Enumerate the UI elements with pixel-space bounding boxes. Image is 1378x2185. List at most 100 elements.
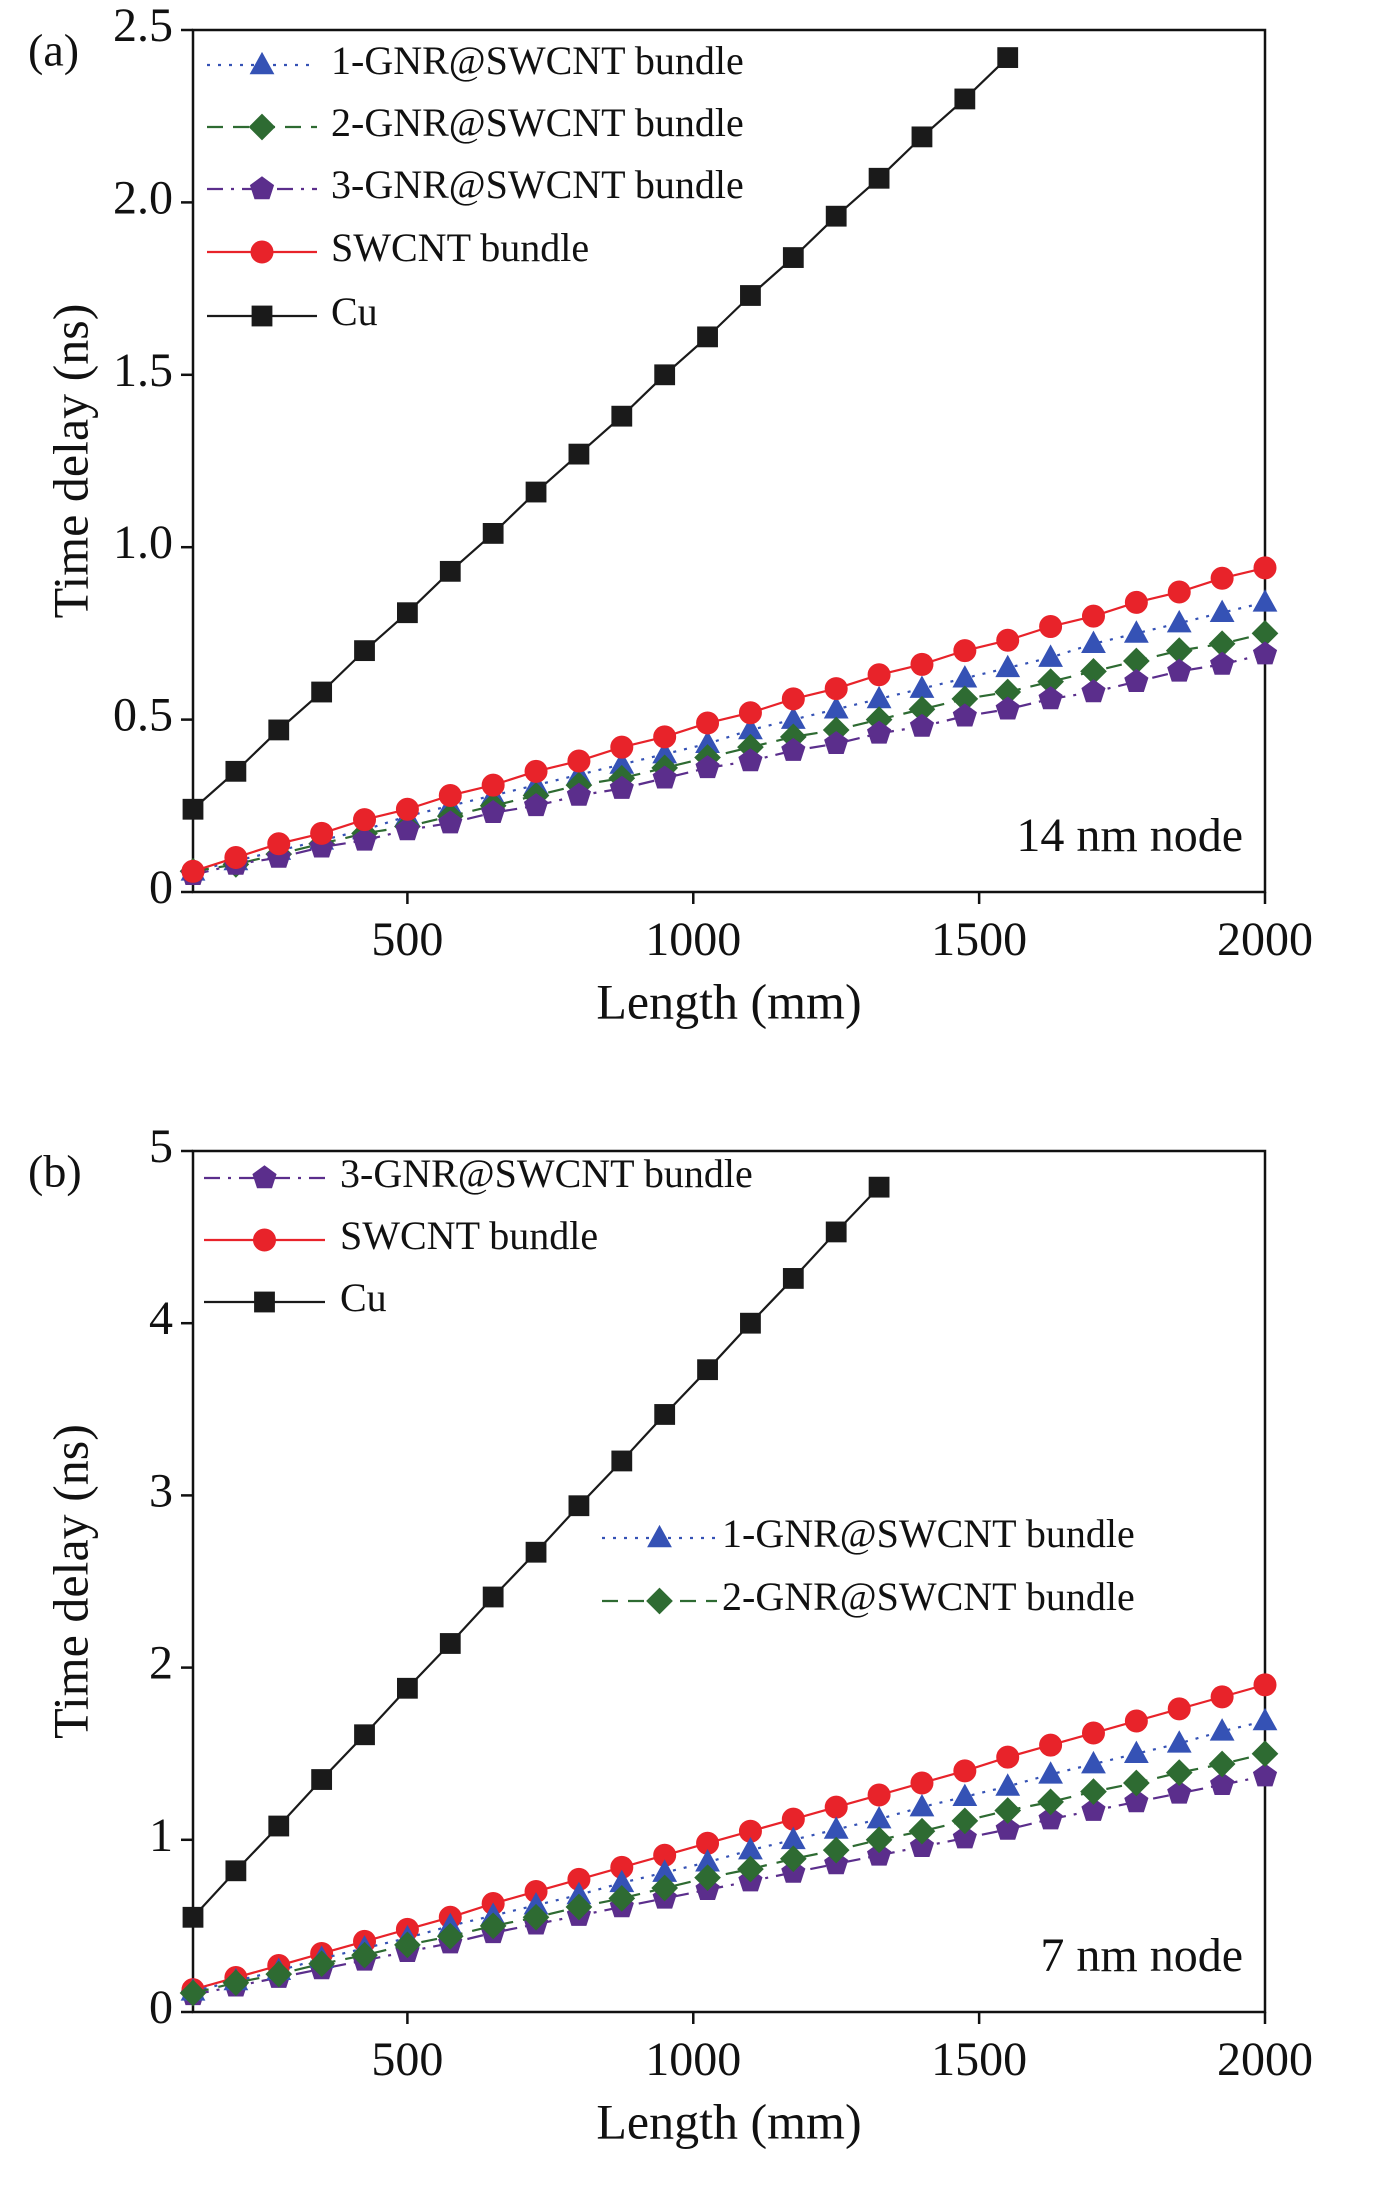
marker bbox=[1252, 1763, 1278, 1787]
legend-label: SWCNT bundle bbox=[331, 225, 589, 270]
legend-marker bbox=[647, 1524, 672, 1548]
marker bbox=[525, 1541, 547, 1563]
legend-label: 2-GNR@SWCNT bundle bbox=[722, 1574, 1135, 1619]
marker bbox=[909, 1833, 935, 1857]
x-axis-label: Length (mm) bbox=[596, 2093, 861, 2149]
marker bbox=[395, 817, 420, 841]
marker bbox=[1210, 651, 1235, 675]
y-tick-label: 1.5 bbox=[113, 344, 173, 397]
marker bbox=[953, 639, 977, 663]
marker bbox=[1209, 599, 1235, 623]
annotation: 14 nm node bbox=[1016, 809, 1243, 862]
y-tick-label: 4 bbox=[149, 1292, 173, 1345]
marker bbox=[995, 1773, 1021, 1796]
legend-label: 3-GNR@SWCNT bundle bbox=[331, 162, 744, 207]
marker bbox=[996, 1745, 1020, 1769]
x-tick-label: 500 bbox=[371, 2033, 443, 2086]
marker bbox=[908, 1817, 936, 1845]
marker bbox=[1124, 668, 1149, 692]
marker bbox=[867, 1783, 891, 1807]
marker bbox=[1124, 1789, 1149, 1813]
marker bbox=[1124, 590, 1148, 614]
annotation: 7 nm node bbox=[1040, 1929, 1243, 1982]
x-tick-label: 1000 bbox=[645, 2033, 741, 2086]
marker bbox=[1039, 1733, 1063, 1757]
marker bbox=[525, 481, 547, 503]
legend-label: 2-GNR@SWCNT bundle bbox=[331, 100, 744, 145]
x-axis-label: Length (mm) bbox=[596, 973, 861, 1029]
marker bbox=[995, 696, 1020, 720]
marker bbox=[482, 523, 504, 544]
marker bbox=[866, 720, 892, 744]
x-tick-label: 1500 bbox=[931, 913, 1027, 966]
marker bbox=[439, 1633, 461, 1654]
legend-label: 3-GNR@SWCNT bundle bbox=[340, 1151, 753, 1196]
marker bbox=[1123, 620, 1149, 643]
marker bbox=[954, 88, 976, 110]
marker bbox=[740, 1312, 761, 1334]
marker bbox=[825, 1221, 847, 1243]
legend-label: SWCNT bundle bbox=[340, 1213, 598, 1258]
marker bbox=[268, 719, 290, 741]
marker bbox=[1210, 1685, 1234, 1709]
y-tick-label: 2 bbox=[149, 1637, 173, 1690]
x-tick-label: 1000 bbox=[645, 913, 741, 966]
marker bbox=[1038, 686, 1063, 710]
marker bbox=[354, 640, 375, 662]
marker bbox=[1209, 1718, 1235, 1741]
marker bbox=[439, 560, 461, 582]
marker bbox=[568, 1495, 590, 1517]
marker bbox=[782, 1268, 804, 1289]
legend-marker bbox=[249, 51, 275, 75]
marker bbox=[911, 126, 933, 148]
marker bbox=[997, 47, 1019, 68]
series-line bbox=[192, 1719, 1266, 1993]
plot-frame bbox=[191, 28, 1267, 894]
marker bbox=[737, 1855, 764, 1883]
marker bbox=[311, 681, 333, 703]
legend-marker bbox=[253, 1228, 276, 1252]
marker bbox=[738, 701, 762, 725]
marker bbox=[611, 405, 633, 427]
marker bbox=[951, 1807, 979, 1835]
x-tick-label: 2000 bbox=[1217, 2033, 1313, 2086]
marker bbox=[523, 793, 549, 817]
marker bbox=[782, 247, 804, 268]
marker bbox=[824, 731, 849, 755]
marker bbox=[608, 1884, 636, 1912]
marker bbox=[610, 735, 634, 759]
legend-marker bbox=[251, 305, 273, 327]
marker bbox=[481, 799, 506, 823]
marker bbox=[1210, 566, 1234, 590]
y-tick-label: 3 bbox=[149, 1464, 173, 1517]
y-axis-label: Time delay (ns) bbox=[42, 1424, 98, 1739]
marker bbox=[909, 1793, 935, 1817]
marker bbox=[438, 783, 462, 807]
marker bbox=[394, 1931, 421, 1959]
marker bbox=[395, 797, 419, 821]
marker bbox=[1124, 1709, 1148, 1733]
marker bbox=[352, 827, 377, 851]
marker bbox=[866, 1842, 892, 1866]
marker bbox=[1252, 589, 1278, 612]
marker bbox=[1038, 1806, 1063, 1830]
legend-marker bbox=[254, 1291, 275, 1313]
marker bbox=[566, 782, 592, 806]
marker bbox=[781, 737, 806, 761]
marker bbox=[1167, 580, 1191, 604]
marker bbox=[695, 755, 720, 779]
y-axis-label: Time delay (ns) bbox=[42, 304, 98, 619]
marker bbox=[1038, 644, 1063, 667]
marker bbox=[779, 1845, 807, 1873]
marker bbox=[1123, 1769, 1150, 1797]
marker bbox=[397, 1677, 418, 1699]
marker bbox=[482, 1586, 504, 1608]
series-line bbox=[192, 601, 1266, 873]
marker bbox=[438, 810, 463, 834]
marker bbox=[653, 725, 677, 749]
marker bbox=[1081, 630, 1106, 654]
y-tick-label: 0.5 bbox=[113, 689, 173, 742]
marker bbox=[738, 748, 763, 772]
legend-marker bbox=[250, 240, 274, 264]
